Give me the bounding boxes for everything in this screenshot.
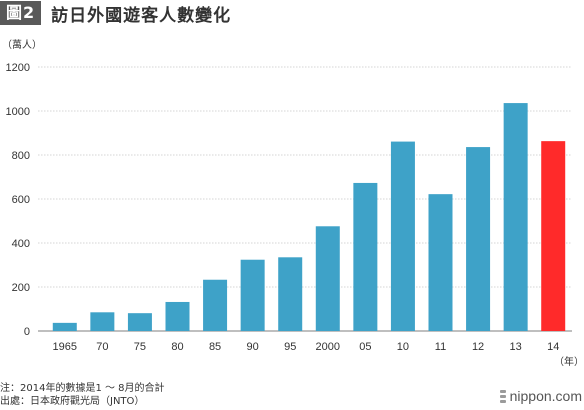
x-tick-label: 11 [435, 341, 446, 353]
grid-lines [38, 66, 572, 332]
bar-chart: 0 200 400 600 800 1000 1200 1965 70 75 80 85 90 95 200… [2, 38, 584, 368]
bar-10 [390, 141, 415, 331]
bar-85 [203, 279, 228, 331]
x-tick-label: 05 [359, 341, 371, 353]
y-tick-label: 200 [12, 282, 30, 294]
bar-1965 [52, 322, 77, 331]
y-tick-label: 1000 [6, 106, 30, 118]
bar-75 [127, 313, 152, 331]
bars [52, 103, 566, 331]
x-tick-label: 75 [134, 341, 146, 353]
bar-05 [353, 182, 378, 331]
nippon-logo-icon [499, 389, 506, 403]
x-tick-label: 70 [96, 341, 108, 353]
y-tick-label: 800 [12, 150, 30, 162]
bar-95 [278, 257, 303, 331]
brand-logo: nippon.com [499, 388, 582, 404]
footnote-source: 出處：日本政府觀光局（JNTO） [0, 396, 145, 407]
bar-13 [503, 103, 528, 331]
x-tick-label: 95 [284, 341, 296, 353]
bar-12 [466, 147, 491, 331]
y-axis-unit-label: （萬人） [2, 38, 42, 51]
x-tick-label: 2000 [316, 341, 340, 353]
chart-title: 訪日外國遊客人數變化 [51, 5, 232, 26]
x-tick-label: 10 [397, 341, 409, 353]
figure-header: 圖2 訪日外國遊客人數變化 [0, 0, 231, 26]
x-axis-unit-label: （年） [554, 355, 584, 368]
footnote-note: 注：2014年的數據是1 ～ 8月的合計 [0, 383, 165, 394]
x-tick-label: 12 [472, 341, 484, 353]
tick-labels: 0 200 400 600 800 1000 1200 1965 70 75 80 85 90 95 200… [6, 62, 560, 353]
brand-name: nippon.com [509, 388, 582, 404]
x-tick-label: 90 [247, 341, 259, 353]
bar-11 [428, 194, 453, 331]
y-tick-label: 400 [12, 238, 30, 250]
y-tick-label: 0 [24, 326, 30, 338]
x-tick-label: 13 [510, 341, 522, 353]
bar-14 [541, 141, 566, 331]
y-tick-label: 600 [12, 194, 30, 206]
footnotes: 注：2014年的數據是1 ～ 8月的合計 出處：日本政府觀光局（JNTO） [0, 382, 165, 408]
y-tick-label: 1200 [6, 62, 30, 74]
figure-badge: 圖2 [0, 1, 42, 25]
bar-70 [90, 312, 115, 331]
bar-90 [240, 259, 265, 331]
x-tick-label: 1965 [53, 341, 77, 353]
x-tick-label: 85 [209, 341, 221, 353]
x-tick-label: 14 [547, 341, 559, 353]
x-tick-label: 80 [171, 341, 183, 353]
bar-80 [165, 301, 190, 331]
bar-2000 [315, 226, 340, 331]
